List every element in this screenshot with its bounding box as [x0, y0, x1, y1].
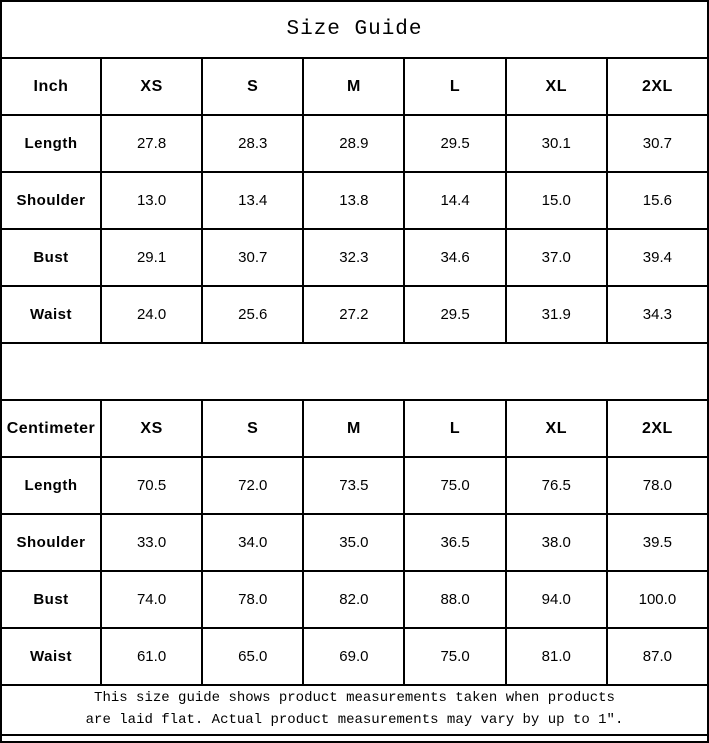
value-cell: 82.0	[302, 572, 403, 627]
value-cell: 28.3	[201, 116, 302, 171]
value-cell: 39.4	[605, 230, 707, 285]
size-header-cell: XL	[504, 59, 606, 114]
value-cell: 31.9	[504, 287, 606, 342]
value-cell: 34.3	[605, 287, 707, 342]
table-row: Shoulder 33.0 34.0 35.0 36.5 38.0 39.5	[2, 513, 707, 570]
size-header-cell: M	[302, 59, 403, 114]
value-cell: 36.5	[403, 515, 504, 570]
spacer-row	[2, 342, 707, 399]
value-cell: 73.5	[302, 458, 403, 513]
value-cell: 25.6	[201, 287, 302, 342]
size-header-row: Inch XS S M L XL 2XL	[2, 57, 707, 114]
bottom-spacer	[2, 734, 707, 741]
row-label-cell: Length	[24, 477, 78, 494]
value-cell: 35.0	[302, 515, 403, 570]
value-cell: 13.4	[201, 173, 302, 228]
table-row: Bust 74.0 78.0 82.0 88.0 94.0 100.0	[2, 570, 707, 627]
value-cell: 39.5	[605, 515, 707, 570]
value-cell: 65.0	[201, 629, 302, 684]
value-cell: 13.8	[302, 173, 403, 228]
value-cell: 78.0	[605, 458, 707, 513]
value-cell: 75.0	[403, 629, 504, 684]
value-cell: 27.8	[100, 116, 201, 171]
value-cell: 69.0	[302, 629, 403, 684]
value-cell: 75.0	[403, 458, 504, 513]
value-cell: 14.4	[403, 173, 504, 228]
value-cell: 100.0	[605, 572, 707, 627]
size-header-cell: L	[403, 59, 504, 114]
size-header-cell: 2XL	[605, 59, 707, 114]
page-title: Size Guide	[286, 18, 423, 41]
footer-note: This size guide shows product measuremen…	[2, 684, 707, 734]
value-cell: 72.0	[201, 458, 302, 513]
unit-label-cell: Centimeter	[6, 419, 96, 437]
row-label-cell: Shoulder	[16, 192, 86, 209]
value-cell: 27.2	[302, 287, 403, 342]
value-cell: 32.3	[302, 230, 403, 285]
value-cell: 29.1	[100, 230, 201, 285]
table-row: Waist 24.0 25.6 27.2 29.5 31.9 34.3	[2, 285, 707, 342]
size-header-cell: S	[201, 59, 302, 114]
value-cell: 29.5	[403, 116, 504, 171]
footer-note-line: This size guide shows product measuremen…	[94, 690, 615, 707]
row-label-cell: Bust	[33, 591, 69, 608]
footer-note-line: are laid flat. Actual product measuremen…	[85, 712, 624, 728]
value-cell: 74.0	[100, 572, 201, 627]
size-header-cell: L	[403, 401, 504, 456]
value-cell: 70.5	[100, 458, 201, 513]
value-cell: 78.0	[201, 572, 302, 627]
table-row: Length 70.5 72.0 73.5 75.0 76.5 78.0	[2, 456, 707, 513]
value-cell: 76.5	[504, 458, 606, 513]
value-cell: 81.0	[504, 629, 606, 684]
value-cell: 28.9	[302, 116, 403, 171]
row-label-cell: Waist	[30, 648, 72, 665]
value-cell: 15.0	[504, 173, 606, 228]
table-row: Waist 61.0 65.0 69.0 75.0 81.0 87.0	[2, 627, 707, 684]
value-cell: 30.7	[605, 116, 707, 171]
centimeter-table: Centimeter XS S M L XL 2XL Length 70.5 72.0 73.5 75…	[2, 399, 707, 684]
row-label-cell: Bust	[33, 249, 69, 266]
value-cell: 37.0	[504, 230, 606, 285]
inch-table: Inch XS S M L XL 2XL Length 27.8 28.3 28.9 29.5 30.1…	[2, 57, 707, 342]
row-label-cell: Length	[24, 135, 78, 152]
table-row: Length 27.8 28.3 28.9 29.5 30.1 30.7	[2, 114, 707, 171]
size-header-cell: M	[302, 401, 403, 456]
value-cell: 34.0	[201, 515, 302, 570]
table-row: Shoulder 13.0 13.4 13.8 14.4 15.0 15.6	[2, 171, 707, 228]
value-cell: 61.0	[100, 629, 201, 684]
row-label-cell: Shoulder	[16, 534, 86, 551]
value-cell: 87.0	[605, 629, 707, 684]
size-header-row: Centimeter XS S M L XL 2XL	[2, 399, 707, 456]
size-header-cell: XS	[100, 59, 201, 114]
value-cell: 33.0	[100, 515, 201, 570]
value-cell: 30.1	[504, 116, 606, 171]
value-cell: 34.6	[403, 230, 504, 285]
value-cell: 38.0	[504, 515, 606, 570]
value-cell: 15.6	[605, 173, 707, 228]
value-cell: 30.7	[201, 230, 302, 285]
table-row: Bust 29.1 30.7 32.3 34.6 37.0 39.4	[2, 228, 707, 285]
size-header-cell: XS	[100, 401, 201, 456]
value-cell: 29.5	[403, 287, 504, 342]
unit-label-cell: Inch	[33, 77, 69, 95]
size-header-cell: 2XL	[605, 401, 707, 456]
size-header-cell: XL	[504, 401, 606, 456]
row-label-cell: Waist	[30, 306, 72, 323]
size-header-cell: S	[201, 401, 302, 456]
value-cell: 13.0	[100, 173, 201, 228]
value-cell: 94.0	[504, 572, 606, 627]
value-cell: 88.0	[403, 572, 504, 627]
value-cell: 24.0	[100, 287, 201, 342]
